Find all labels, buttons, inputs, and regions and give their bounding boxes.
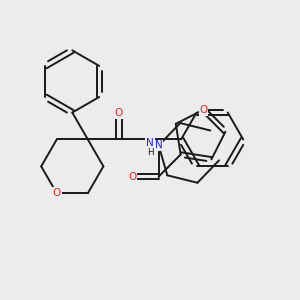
Text: O: O — [128, 172, 136, 182]
Text: O: O — [52, 188, 61, 198]
Text: H: H — [147, 148, 153, 157]
Text: N: N — [146, 138, 154, 148]
Text: N: N — [155, 140, 163, 150]
Text: O: O — [200, 105, 208, 115]
Text: O: O — [115, 108, 123, 118]
